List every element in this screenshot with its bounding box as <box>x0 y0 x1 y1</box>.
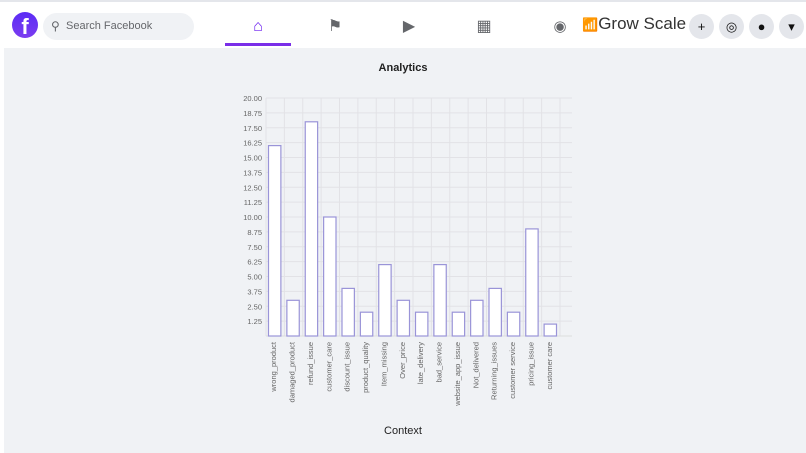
x-tick-label: bad_service <box>435 342 444 382</box>
x-tick-label: Over_price <box>398 342 407 379</box>
groups-icon: ◉ <box>553 18 567 35</box>
brand-name: Grow Scale <box>598 14 687 33</box>
y-tick-label: 15.00 <box>243 154 262 163</box>
bar <box>267 145 282 337</box>
search-icon: ⚲ <box>51 19 60 33</box>
flag-icon: ⚑ <box>327 18 343 35</box>
bar <box>378 264 392 337</box>
account-menu-icon[interactable]: ▾ <box>779 14 804 39</box>
create-button[interactable]: + <box>689 14 714 39</box>
y-tick-label: 1.25 <box>247 317 262 326</box>
x-tick-label: customer_care <box>324 342 333 392</box>
tab-home[interactable]: ⌂ <box>225 8 291 46</box>
growth-chart-icon: 📶 <box>582 17 599 32</box>
y-tick-label: 20.00 <box>243 94 262 103</box>
x-tick-label: pricing_issue <box>526 342 535 386</box>
y-tick-label: 18.75 <box>243 109 262 118</box>
x-tick-label: product_quality <box>361 342 370 393</box>
top-border <box>0 0 806 2</box>
chart-title: Analytics <box>378 62 428 74</box>
bar <box>433 264 447 337</box>
tab-marketplace[interactable]: ▦ <box>451 8 517 46</box>
y-tick-label: 3.75 <box>247 287 262 296</box>
x-tick-label: Item_missing <box>379 342 388 386</box>
y-tick-label: 10.00 <box>243 213 262 222</box>
top-nav: f ⚲ Search Facebook ⌂ ⚑ ▶ ▦ ◉ 📶Grow Scale… <box>0 2 806 48</box>
x-tick-label: customer care <box>545 342 554 390</box>
x-tick-label: Not_delivered <box>471 342 480 388</box>
store-icon: ▦ <box>476 18 492 35</box>
x-tick-label: customer service <box>508 342 517 399</box>
bar <box>470 299 484 337</box>
x-tick-label: damaged_product <box>288 341 297 402</box>
bar <box>414 311 429 337</box>
home-icon: ⌂ <box>253 18 263 35</box>
x-tick-label: wrong_product <box>269 341 278 393</box>
search-placeholder: Search Facebook <box>66 20 153 32</box>
bar <box>323 216 337 337</box>
bar <box>525 228 539 337</box>
y-tick-label: 12.50 <box>243 183 262 192</box>
y-tick-label: 16.25 <box>243 139 262 148</box>
y-tick-label: 17.50 <box>243 124 262 133</box>
main-content <box>4 48 806 453</box>
bar <box>488 287 502 337</box>
y-tick-label: 7.50 <box>247 243 262 252</box>
bar <box>286 299 300 337</box>
bar <box>341 287 355 337</box>
bar <box>359 311 374 337</box>
bar <box>396 299 411 337</box>
bar <box>451 311 466 337</box>
notifications-icon[interactable]: ● <box>749 14 774 39</box>
x-tick-label: refund_issue <box>306 342 315 385</box>
tab-pages[interactable]: ⚑ <box>302 8 368 46</box>
x-axis-title: Context <box>384 425 422 437</box>
y-tick-label: 13.75 <box>243 168 262 177</box>
brand[interactable]: 📶Grow Scale <box>582 14 686 34</box>
y-tick-label: 6.25 <box>247 258 262 267</box>
y-tick-label: 11.25 <box>244 198 262 207</box>
x-tick-label: discount_issue <box>343 342 352 392</box>
video-icon: ▶ <box>402 18 416 35</box>
tab-watch[interactable]: ▶ <box>376 8 442 46</box>
search-input[interactable]: ⚲ Search Facebook <box>43 13 194 40</box>
bar <box>304 121 319 337</box>
bar <box>506 311 521 337</box>
x-tick-label: Returning_issues <box>490 342 499 400</box>
x-tick-label: website_app_issue <box>453 342 462 407</box>
facebook-logo[interactable]: f <box>12 12 38 39</box>
y-tick-label: 2.50 <box>247 302 262 311</box>
tab-groups[interactable]: ◉ <box>527 8 593 46</box>
x-tick-label: late_delivery <box>416 342 425 384</box>
bar <box>543 323 558 337</box>
y-tick-label: 5.00 <box>247 273 262 282</box>
y-tick-label: 8.75 <box>247 228 262 237</box>
messenger-icon[interactable]: ◎ <box>719 14 744 39</box>
